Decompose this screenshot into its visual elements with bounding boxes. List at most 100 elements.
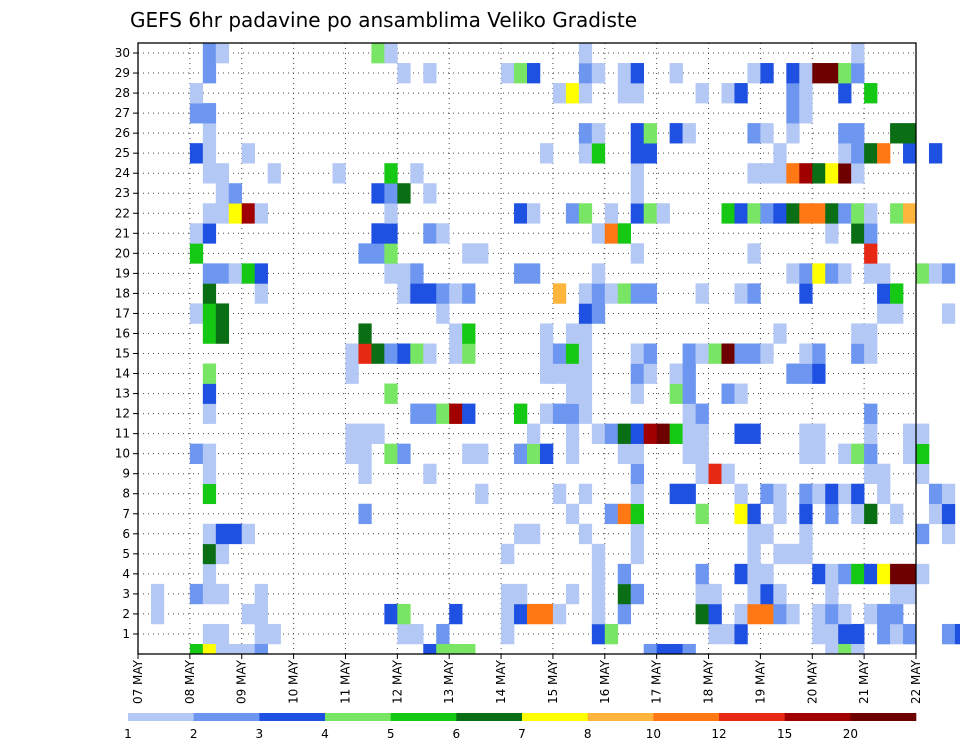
heatmap-cell [825,163,839,184]
heatmap-cell [371,343,385,364]
heatmap-cell [812,163,826,184]
y-tick-label: 13 [115,387,130,401]
heatmap-cell [734,423,748,444]
x-axis-ticks: 07 MAY 08 MAY 09 MAY 10 MAY 11 MAY 12 MAY 13 M… [131,654,923,704]
heatmap-cell [734,83,748,104]
heatmap-cell [462,323,476,344]
heatmap-cell [760,603,774,625]
heatmap-cells [150,43,960,655]
heatmap-cell [215,263,230,284]
heatmap-cell [241,263,255,284]
heatmap-cell [786,83,800,104]
colorbar-label: 7 [518,727,526,741]
heatmap-cell [851,443,865,464]
heatmap-cell [267,163,281,184]
heatmap-cell [552,483,567,505]
heatmap-cell [864,263,878,284]
heatmap-cell [695,563,709,585]
heatmap-cell [215,303,230,324]
heatmap-cell [851,483,865,505]
heatmap-cell [721,623,735,645]
heatmap-cell [812,343,826,364]
heatmap-cell [630,583,644,605]
heatmap-cell [591,603,606,625]
colorbar-label: 15 [777,727,792,741]
heatmap-cell [669,643,683,655]
heatmap-cell [345,343,359,364]
y-tick-label: 19 [115,266,130,280]
heatmap-cell [747,163,761,184]
heatmap-cell [916,423,930,444]
heatmap-cell [786,363,800,384]
heatmap-cell [202,443,217,464]
heatmap-cell [864,403,878,424]
heatmap-cell [799,103,813,124]
heatmap-cell [565,323,580,344]
heatmap-cell [397,63,411,84]
heatmap-cell [410,403,424,424]
heatmap-cell [475,243,489,264]
y-tick-label: 25 [115,146,130,160]
heatmap-cell [449,343,463,364]
heatmap-cell [410,163,424,184]
heatmap-cell [462,343,476,364]
y-tick-label: 27 [115,106,130,120]
heatmap-cell [864,203,878,224]
heatmap-cell [578,363,593,384]
heatmap-cell [786,103,800,124]
heatmap-cell [501,603,515,625]
heatmap-cell [747,603,761,625]
heatmap-cell [747,543,761,565]
colorbar-swatch [587,713,654,721]
heatmap-cell [721,343,735,364]
heatmap-cell [747,503,761,525]
heatmap-cell [423,223,437,244]
heatmap-cell [812,603,826,625]
heatmap-cell [591,283,606,304]
colorbar-label: 6 [453,727,461,741]
heatmap-cell [202,263,217,284]
y-axis-ticks: 1234567891011121314151617181920212223242… [115,46,138,641]
heatmap-cell [851,623,865,645]
heatmap-cell [604,423,619,444]
x-tick-label: 15 MAY [546,659,560,704]
heatmap-cell [903,583,917,605]
heatmap-cell [202,523,217,545]
heatmap-cell [864,423,878,444]
heatmap-cell [877,283,891,304]
heatmap-cell [812,203,826,224]
heatmap-cell [552,603,567,625]
heatmap-cell [423,463,437,485]
heatmap-cell [799,83,813,104]
heatmap-cell [903,143,917,164]
heatmap-cell [565,83,580,104]
heatmap-cell [202,583,217,605]
heatmap-cell [864,223,878,244]
heatmap-cell [747,583,761,605]
y-tick-label: 28 [115,86,130,100]
heatmap-cell [578,123,593,144]
heatmap-cell [734,483,748,505]
heatmap-cell [384,223,398,244]
heatmap-cell [916,523,930,545]
heatmap-cell [591,63,606,84]
heatmap-cell [371,423,385,444]
heatmap-cell [903,563,917,585]
heatmap-cell [877,483,891,505]
heatmap-cell [397,183,411,204]
y-tick-label: 11 [115,427,130,441]
heatmap-cell [345,423,359,444]
heatmap-cell [786,603,800,625]
heatmap-cell [630,383,644,404]
y-tick-label: 5 [122,547,130,561]
heatmap-cell [941,483,956,505]
heatmap-cell [228,203,243,224]
heatmap-cell [630,143,644,164]
heatmap-cell [695,443,709,464]
heatmap-cell [397,623,411,645]
heatmap-cell [552,83,567,104]
heatmap-cell [436,283,450,304]
heatmap-cell [436,223,450,244]
heatmap-cell [799,363,813,384]
plot-border [137,42,917,655]
